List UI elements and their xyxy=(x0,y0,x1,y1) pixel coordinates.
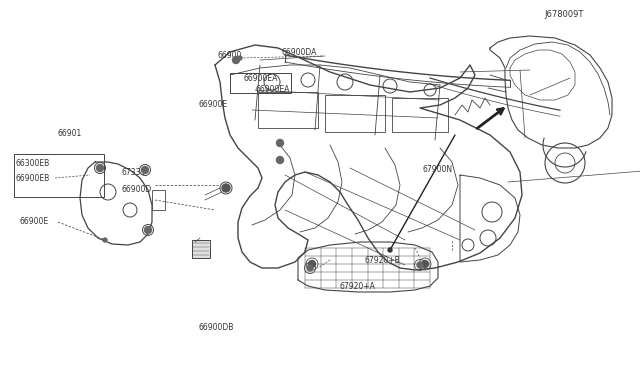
Circle shape xyxy=(103,238,107,242)
Circle shape xyxy=(417,262,423,268)
Text: 66901: 66901 xyxy=(58,129,82,138)
Text: 66900EB: 66900EB xyxy=(16,174,51,183)
Bar xyxy=(230,73,291,93)
Bar xyxy=(14,154,104,197)
Text: 67920+B: 67920+B xyxy=(365,256,401,265)
Circle shape xyxy=(388,248,392,252)
Text: 66900: 66900 xyxy=(218,51,242,60)
Circle shape xyxy=(232,57,239,64)
Text: 66900EA: 66900EA xyxy=(243,74,278,83)
Text: 67920+A: 67920+A xyxy=(339,282,375,291)
Text: J678009T: J678009T xyxy=(544,10,584,19)
Text: 66900EA: 66900EA xyxy=(256,85,291,94)
Text: 66900E: 66900E xyxy=(19,217,49,226)
Circle shape xyxy=(308,260,316,267)
Circle shape xyxy=(307,265,313,271)
Text: 66900D: 66900D xyxy=(122,185,152,194)
Text: 66900DA: 66900DA xyxy=(282,48,317,57)
Circle shape xyxy=(141,167,148,173)
Circle shape xyxy=(276,157,284,164)
Text: 66900E: 66900E xyxy=(198,100,228,109)
Text: 66900DB: 66900DB xyxy=(198,323,234,332)
Circle shape xyxy=(422,260,429,267)
Text: 66300EB: 66300EB xyxy=(16,159,51,168)
Circle shape xyxy=(145,227,152,234)
Circle shape xyxy=(276,140,284,147)
Text: 67900N: 67900N xyxy=(422,165,452,174)
Circle shape xyxy=(222,184,230,192)
Circle shape xyxy=(238,56,242,60)
Polygon shape xyxy=(192,240,210,258)
Text: 67333: 67333 xyxy=(122,169,146,177)
Circle shape xyxy=(97,164,104,171)
